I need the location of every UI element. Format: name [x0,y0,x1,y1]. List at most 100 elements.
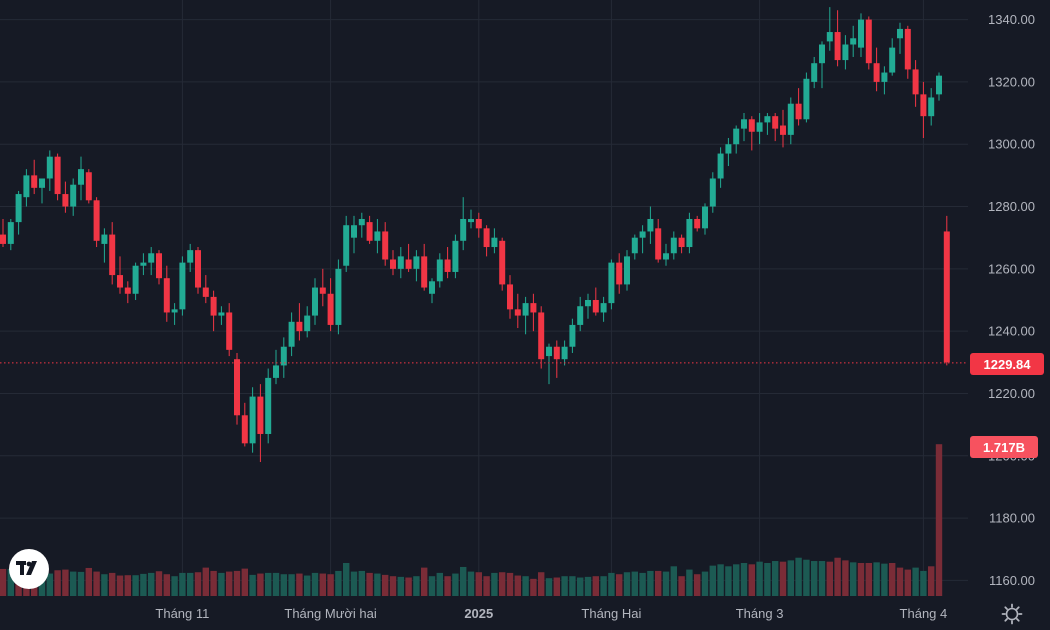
candle [616,253,623,294]
candle-body [296,321,303,332]
volume-bar [530,578,537,596]
candle [397,247,404,279]
candle [273,349,279,385]
candle-body [382,231,389,260]
candle-body [858,19,864,48]
volume-bar [483,576,490,596]
candle-body [522,303,529,316]
candle [101,228,108,263]
volume-bar [928,566,935,596]
candle-body [756,122,763,132]
candle [772,113,779,142]
candle-body [78,169,84,185]
candle [569,318,576,353]
candle-body [15,194,22,223]
candle [592,287,599,316]
candle [764,113,771,135]
volume-bar [577,577,584,596]
candle [226,303,233,357]
volume-bar [616,574,623,596]
candle [31,159,38,195]
candle-body [7,222,14,244]
volume-bar [397,576,404,596]
candle [351,215,357,254]
candle [663,243,669,266]
candle [163,265,170,322]
candle-body [842,44,849,61]
candle-body [210,296,217,316]
candle [319,268,326,307]
candle [670,231,677,260]
volume-bar [358,570,365,596]
candle-body [163,278,170,313]
candle-body [39,178,45,188]
candle-body [351,225,357,238]
candle [296,303,303,341]
candle [148,247,155,276]
volume-bar [366,572,373,596]
volume-bar [865,563,872,596]
volume-bar [62,569,69,596]
candle [725,137,732,167]
candle [514,293,521,329]
volume-bar [54,570,61,596]
candle-body [725,144,732,154]
volume-bar [187,572,194,596]
candle-body [561,346,568,360]
candle [686,212,693,254]
volume-bar [686,569,693,596]
candle-body [592,300,599,313]
candle [54,153,61,201]
price-axis[interactable]: 1160.001180.001200.001220.001240.001260.… [988,12,1035,588]
candle-body [936,75,942,95]
candle-body [943,231,950,363]
candle-body [202,287,209,297]
last-price-label: 1229.84 [983,356,1031,372]
candle [873,47,880,92]
candle-body [616,262,623,285]
candle-body [811,63,818,82]
volume-bar [257,573,264,596]
volume-bar [912,567,919,596]
price-tick-label: 1300.00 [988,137,1035,152]
candle [460,197,467,251]
volume-bar [787,560,794,596]
candle-body [343,225,350,266]
candle [413,250,420,282]
tradingview-logo-icon[interactable] [9,549,49,589]
candle-body [538,312,545,360]
candle-body [803,78,810,120]
candle [709,172,716,213]
volume-bar [233,570,241,596]
candle-body [546,346,552,357]
candle [624,250,630,291]
candle [171,303,178,325]
candle [943,215,950,366]
candle-body [85,172,92,201]
time-tick-label: Tháng Hai [581,606,641,621]
candle [124,281,131,304]
candle [881,66,888,95]
volume-bar [389,576,397,596]
candle-body [780,125,786,135]
candle [257,384,264,463]
candle [78,156,84,201]
candle [475,212,482,238]
candle [382,222,389,266]
candle [834,10,841,67]
time-tick-label: Tháng 4 [900,606,948,621]
candle-body [46,156,53,179]
candle [826,7,833,51]
volume-bar [709,565,716,596]
gear-icon[interactable] [1001,603,1023,625]
candle-body [748,119,755,132]
candle [655,218,662,263]
volume-bar [171,576,178,596]
candle-body [928,97,935,117]
volume-bar [694,574,701,596]
time-axis[interactable]: Tháng 11 Tháng Mười hai 2025 Tháng Hai Tháng… [155,606,947,621]
candle [366,215,373,244]
candle-body [826,32,833,42]
